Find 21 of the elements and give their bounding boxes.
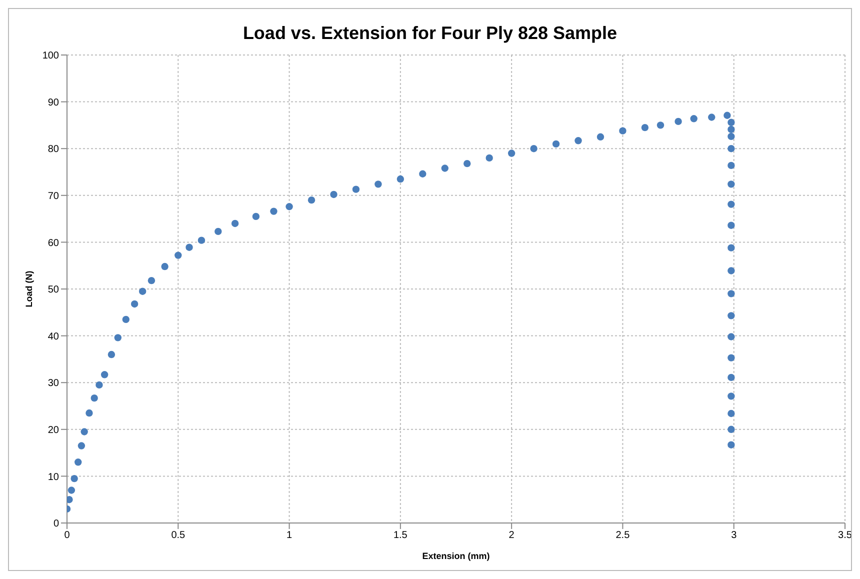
y-tick-label: 80 <box>48 144 60 156</box>
y-axis-title: Load (N) <box>24 270 34 308</box>
y-tick-label: 70 <box>48 190 60 202</box>
y-tick-label: 10 <box>48 472 60 483</box>
x-axis-title: Extension (mm) <box>422 551 490 561</box>
x-tick-label: 3 <box>731 530 738 542</box>
y-tick-label: 50 <box>48 284 60 296</box>
x-tick-label: 1 <box>286 530 293 542</box>
y-tick-label: 100 <box>42 50 60 62</box>
chart-title: Load vs. Extension for Four Ply 828 Sample <box>242 22 618 45</box>
y-tick-label: 30 <box>48 378 60 390</box>
y-tick-label: 20 <box>48 424 60 436</box>
x-tick-label: 0 <box>64 530 70 542</box>
y-tick-label: 90 <box>48 97 60 108</box>
y-tick-label: 60 <box>48 238 60 249</box>
x-tick-label: 2 <box>508 530 515 542</box>
y-tick-label: 0 <box>53 518 60 530</box>
x-tick-label: 1.5 <box>393 530 408 542</box>
x-tick-label: 2.5 <box>616 530 630 542</box>
x-tick-label: 0.5 <box>171 530 186 542</box>
y-tick-label: 40 <box>48 331 60 342</box>
